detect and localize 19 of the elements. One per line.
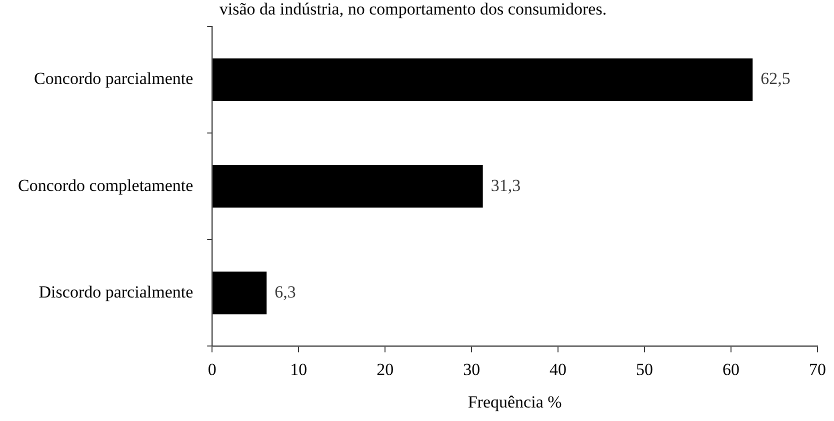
x-tick-label: 10 [290,360,308,379]
bar [212,164,483,208]
data-label: 62,5 [760,69,790,88]
y-tick-label: Concordo parcialmente [34,69,194,88]
x-tick-label: 70 [809,360,826,379]
y-tick-label: Discordo parcialmente [38,282,194,302]
chart-title: visão da indústria, no comportamento dos consumidores. [219,0,607,19]
bar [212,272,267,314]
x-tick-label: 50 [636,360,654,379]
x-tick-label: 40 [550,360,567,379]
bar [212,58,753,102]
data-label: 31,3 [490,176,521,195]
data-label: 6,3 [274,282,296,302]
x-tick-label: 0 [208,360,216,379]
x-tick-label: 30 [463,360,480,379]
x-tick-label: 60 [722,360,740,379]
x-axis-title: Frequência % [468,392,562,412]
y-tick-label: Concordo completamente [18,176,194,195]
x-tick-label: 20 [376,360,394,379]
